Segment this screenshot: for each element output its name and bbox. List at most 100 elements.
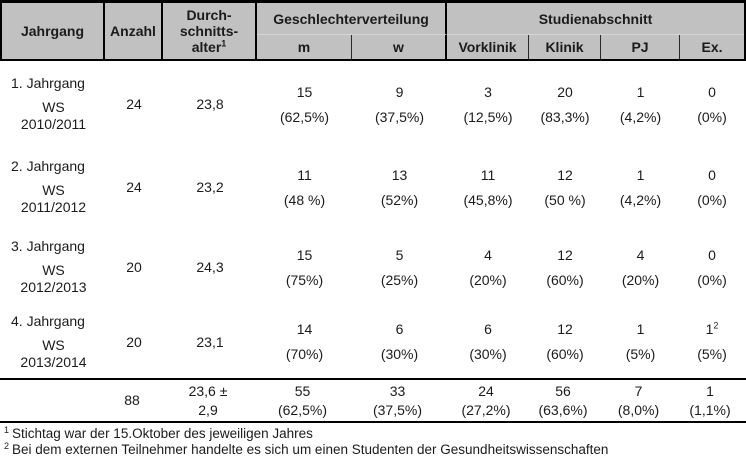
cell-m: 14 (70%) (257, 307, 352, 376)
value: 33 (389, 382, 406, 399)
value: 15 (296, 246, 313, 263)
footnotes: 1 Stichtag war der 15.Oktober des jeweili… (0, 423, 746, 457)
value: 6 (395, 321, 404, 337)
cell-jahrgang-empty (0, 380, 103, 421)
value: 12 (705, 320, 719, 337)
value: 1 (706, 382, 714, 399)
percent: (37,5%) (374, 108, 425, 125)
value: 4 (484, 246, 492, 263)
value: 3 (484, 83, 492, 100)
col-header-m: m (257, 35, 352, 59)
cell-w: 6 (30%) (352, 307, 447, 376)
value: 11 (480, 166, 496, 183)
cell-ex: 0 (0%) (680, 61, 744, 147)
table-total-row: 88 23,6 ± 2,9 55 (62,5%) 33 (37,5%) 24 (27,2… (0, 378, 746, 423)
percent: (48 %) (283, 191, 326, 208)
percent: (20%) (621, 271, 660, 288)
value: 0 (708, 166, 716, 183)
cell-m: 15 (62,5%) (257, 61, 352, 147)
footnote-marker-1: 1 (221, 38, 227, 49)
cell-durchschnittsalter: 24,3 (196, 259, 224, 275)
jahrgang-year: 2011/2012 (20, 199, 87, 215)
value: 12 (557, 246, 573, 263)
table-row: 4. Jahrgang WS 2013/2014 20 23,1 14 (70%)… (0, 307, 746, 376)
percent: (27,2%) (461, 401, 511, 418)
percent: (37,5%) (372, 401, 423, 418)
percent: (30%) (380, 346, 419, 362)
cell-ex-total: 1 (1,1%) (678, 380, 742, 421)
value: 56 (555, 382, 571, 399)
jahrgang-label: 3. Jahrgang (11, 238, 85, 254)
footnote-marker: 2 (713, 320, 719, 331)
cell-anzahl: 24 (126, 179, 142, 195)
col-header-klinik: Klinik (529, 35, 601, 59)
percent: (62,5%) (279, 108, 330, 125)
percent: (0%) (697, 271, 727, 288)
percent: (83,3%) (540, 108, 590, 125)
table-header: Jahrgang Anzahl Durch- schnitts- alter1 … (0, 0, 746, 61)
alter-header-line1: Durch- (186, 7, 232, 23)
cell-jahrgang: 1. Jahrgang WS 2010/2011 (2, 61, 105, 147)
col-header-ex: Ex. (701, 39, 723, 55)
percent: (52%) (380, 191, 419, 208)
group-header-geschlechterverteilung: Geschlechterverteilung (257, 3, 447, 35)
group-header-studienabschnitt: Studienabschnitt (447, 3, 744, 35)
value: 11 (297, 166, 312, 183)
jahrgang-year: 2012/2013 (20, 279, 87, 295)
cell-ex: 0 (0%) (680, 227, 744, 307)
cell-anzahl: 20 (126, 259, 142, 275)
cell-pj: 1 (4,2%) (601, 61, 680, 147)
percent: (5%) (697, 346, 727, 362)
col-header-pj: PJ (601, 35, 680, 59)
jahrgang-year: 2010/2011 (20, 116, 87, 132)
table-row: 3. Jahrgang WS 2012/2013 20 24,3 15 (75%)… (0, 227, 746, 307)
cell-alter-total: 23,6 ± 2,9 (161, 380, 255, 421)
alter-header-line3: alter1 (191, 38, 227, 55)
value: 15 (296, 83, 313, 100)
cell-w: 5 (25%) (352, 227, 447, 307)
footnote-1-text: Stichtag war der 15.Oktober des jeweilig… (12, 426, 313, 441)
cell-vorklinik: 3 (12,5%) (447, 61, 529, 147)
value: 23,6 ± (188, 382, 228, 399)
cell-pj: 4 (20%) (601, 227, 680, 307)
cell-w: 13 (52%) (352, 147, 447, 227)
cell-pj-total: 7 (8,0%) (599, 380, 678, 421)
value: 14 (296, 321, 313, 337)
value: 55 (294, 382, 311, 399)
col-header-vorklinik: Vorklinik (447, 35, 529, 59)
value: 5 (395, 246, 404, 263)
cell-ex: 12 (5%) (680, 307, 744, 376)
value: 1 (636, 83, 645, 100)
percent: (62,5%) (277, 401, 328, 418)
percent: (75%) (285, 271, 324, 288)
cell-m: 15 (75%) (257, 227, 352, 307)
col-header-jahrgang: Jahrgang (2, 3, 105, 59)
cell-pj: 1 (4,2%) (601, 147, 680, 227)
percent: (12,5%) (463, 108, 513, 125)
cell-w: 9 (37,5%) (352, 61, 447, 147)
cell-anzahl: 20 (126, 333, 142, 350)
cell-w-total: 33 (37,5%) (350, 380, 445, 421)
percent: (63,6%) (538, 401, 588, 418)
footnote-2: 2 Bei dem externen Teilnehmer handelte es… (4, 440, 742, 457)
cell-m: 11 (48 %) (257, 147, 352, 227)
cell-klinik: 12 (50 %) (529, 147, 601, 227)
col-header-w: w (352, 35, 447, 59)
col-header-durchschnittsalter: Durch- schnitts- alter1 (163, 3, 257, 59)
cell-ex: 0 (0%) (680, 147, 744, 227)
percent: (20%) (469, 271, 507, 288)
table-row: 2. Jahrgang WS 2011/2012 24 23,2 11 (48 %… (0, 147, 746, 227)
value: 20 (557, 83, 573, 100)
footnote-2-marker: 2 (4, 440, 10, 451)
cell-vorklinik: 6 (30%) (447, 307, 529, 376)
cell-durchschnittsalter: 23,2 (196, 179, 224, 195)
percent: (4,2%) (619, 191, 662, 208)
cell-pj: 1 (5%) (601, 307, 680, 376)
percent: (60%) (546, 346, 584, 362)
jahrgang-semester: WS (42, 182, 65, 198)
value-sd: 2,9 (198, 401, 218, 418)
percent: (70%) (285, 346, 324, 362)
cell-vorklinik: 4 (20%) (447, 227, 529, 307)
percent: (0%) (697, 108, 727, 125)
